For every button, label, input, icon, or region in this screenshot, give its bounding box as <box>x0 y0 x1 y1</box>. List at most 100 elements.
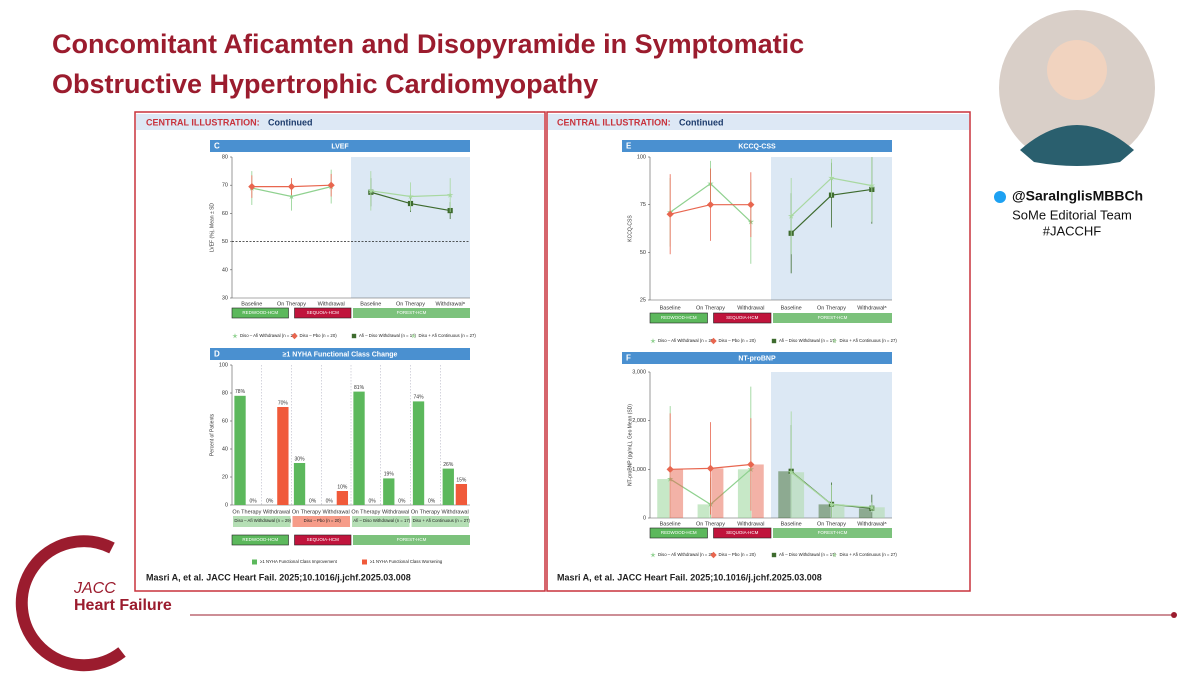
illustration-heading: CENTRAL ILLUSTRATION: <box>557 117 671 127</box>
x-tick-label: Withdrawalᵃ <box>857 305 887 311</box>
legend-label: Diso – Pbo (n = 20) <box>719 338 757 343</box>
panel-header <box>136 114 544 130</box>
panel-letter: D <box>214 350 220 359</box>
y-tick-label: 3,000 <box>632 369 646 375</box>
group-box <box>233 516 291 527</box>
legend-label: Diso – Pbo (n = 20) <box>719 552 757 557</box>
bar <box>657 479 670 518</box>
marker <box>650 552 656 558</box>
logo-text: JACC <box>73 580 116 597</box>
chart-header <box>210 140 470 152</box>
study-box <box>231 307 289 319</box>
y-tick-label: 60 <box>222 418 228 424</box>
y-tick-label: 25 <box>640 297 646 303</box>
x-tick-label: On Therapy <box>696 305 725 311</box>
bar <box>412 401 425 505</box>
legend-label: Diso + Afi Continuous (n = 27) <box>419 333 477 338</box>
group-label: Diso – Pbo (n = 20) <box>304 518 342 523</box>
bar <box>791 472 805 518</box>
marker <box>831 552 838 558</box>
y-tick-label: 80 <box>222 154 228 160</box>
marker <box>787 468 795 475</box>
x-tick-label: Withdrawal <box>737 521 764 527</box>
legend-swatch <box>252 559 257 565</box>
x-tick-label: On Therapy <box>292 509 321 515</box>
bar <box>858 508 872 518</box>
marker <box>666 465 674 473</box>
bar <box>353 391 365 505</box>
marker <box>650 338 656 344</box>
team: SoMe Editorial Team <box>1012 207 1132 222</box>
y-tick-label: 0 <box>225 502 228 508</box>
value-label: 0% <box>266 498 274 504</box>
chart-title: NT-proBNP <box>738 355 776 362</box>
x-tick-label: On Therapy <box>411 509 440 515</box>
marker <box>367 187 375 194</box>
value-label: 10% <box>337 484 348 490</box>
study-box <box>649 527 708 539</box>
y-tick-label: 80 <box>222 390 228 396</box>
bar <box>778 471 791 518</box>
x-tick-label: Withdrawal <box>263 509 290 515</box>
bar <box>383 478 395 505</box>
legend-label: Afi – Diso Withdrawal (n = 17) <box>359 333 417 338</box>
panel-right <box>546 111 971 592</box>
value-label: 0% <box>326 498 334 504</box>
legend-label: Afi – Diso Withdrawal (n = 17) <box>779 552 837 557</box>
marker <box>868 503 876 511</box>
x-tick-label: Withdrawal <box>318 301 345 307</box>
x-tick-label: Withdrawal <box>737 305 764 311</box>
marker <box>410 333 417 339</box>
panel-letter: C <box>214 142 220 151</box>
group-box <box>411 516 469 527</box>
y-tick-label: 30 <box>222 295 228 301</box>
value-label: 78% <box>235 389 246 395</box>
study-label: REDWOOD-HCM <box>242 537 278 542</box>
chart-header <box>622 352 892 364</box>
legend-swatch <box>362 559 367 565</box>
value-label: 0% <box>369 498 377 504</box>
y-tick-label: 50 <box>640 250 646 256</box>
photo-face <box>1047 40 1107 100</box>
x-tick-label: On Therapy <box>817 521 846 527</box>
value-label: 0% <box>250 498 258 504</box>
value-label: 15% <box>456 477 467 483</box>
marker <box>327 181 335 189</box>
x-tick-label: Baseline <box>781 521 802 527</box>
study-label: SEQUOIA-HCM <box>307 537 340 542</box>
marker <box>747 460 755 469</box>
panel-header <box>548 114 969 130</box>
y-tick-label: 60 <box>222 211 228 217</box>
study-box <box>713 527 772 539</box>
study-box <box>294 534 352 546</box>
study-label: SEQUOIA-HCM <box>307 310 340 315</box>
bar <box>336 491 349 505</box>
x-tick-label: Withdrawalᵃ <box>436 301 466 307</box>
study-label: FOREST-HCM <box>397 310 427 315</box>
chart-title: ≥1 NYHA Functional Class Change <box>283 351 398 358</box>
marker <box>291 332 298 340</box>
study-box <box>353 308 470 318</box>
study-box <box>773 528 892 538</box>
group-label: Diso + Afi Continuous (n = 27) <box>413 518 471 523</box>
x-tick-label: Baseline <box>660 305 681 311</box>
study-label: SEQUOIA-HCM <box>726 530 759 535</box>
marker <box>446 191 454 198</box>
bar <box>234 395 246 505</box>
twitter-icon <box>994 191 1006 203</box>
value-label: 74% <box>414 395 425 401</box>
study-label: FOREST-HCM <box>818 315 848 320</box>
y-tick-label: 100 <box>637 154 646 160</box>
marker <box>287 183 296 191</box>
marker <box>828 500 835 508</box>
x-tick-label: Baseline <box>781 305 802 311</box>
study-label: REDWOOD-HCM <box>242 310 278 315</box>
legend-label: Diso + Afi Continuous (n = 27) <box>840 338 898 343</box>
chart-title: KCCQ-CSS <box>738 143 776 150</box>
bar <box>442 468 454 505</box>
legend-label: ≥1 NYHA Functional Class Worsening <box>370 559 443 564</box>
x-tick-label: Withdrawal <box>382 509 409 515</box>
legend-label: Diso – Pbo (n = 20) <box>300 333 338 338</box>
marker <box>771 338 777 344</box>
